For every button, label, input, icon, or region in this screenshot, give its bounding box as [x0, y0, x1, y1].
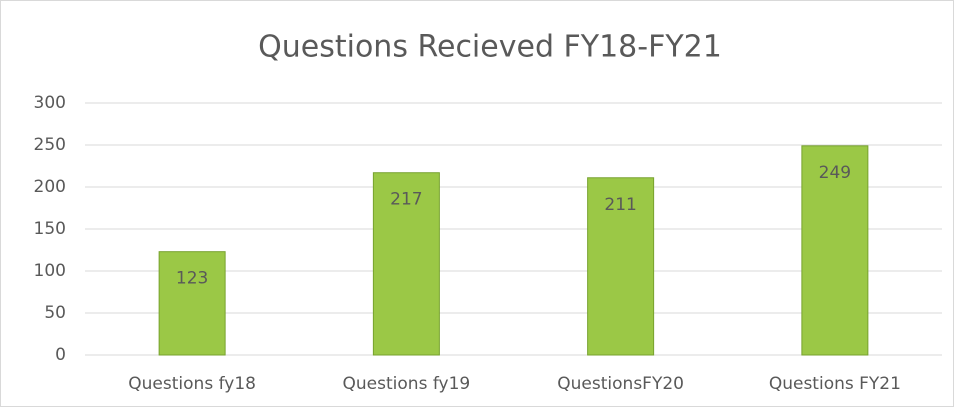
- y-tick-label: 0: [55, 345, 66, 365]
- y-tick-label: 150: [34, 219, 66, 239]
- data-label: 249: [819, 163, 851, 183]
- data-label: 123: [176, 269, 208, 289]
- data-label: 211: [604, 195, 636, 215]
- data-label: 217: [390, 190, 422, 210]
- y-tick-label: 250: [34, 135, 66, 155]
- x-tick-label: Questions FY21: [769, 374, 901, 394]
- bar: [372, 172, 440, 356]
- x-tick-label: Questions fy19: [343, 374, 471, 394]
- bar: [801, 145, 869, 356]
- x-tick-label: QuestionsFY20: [557, 374, 684, 394]
- chart-title: Questions Recieved FY18-FY21: [258, 30, 722, 65]
- y-tick-label: 50: [44, 303, 66, 323]
- y-tick-label: 200: [34, 177, 66, 197]
- y-tick-label: 100: [34, 261, 66, 281]
- bar: [587, 177, 655, 356]
- bar: [158, 251, 226, 356]
- y-tick-label: 300: [34, 93, 66, 113]
- x-tick-label: Questions fy18: [128, 374, 256, 394]
